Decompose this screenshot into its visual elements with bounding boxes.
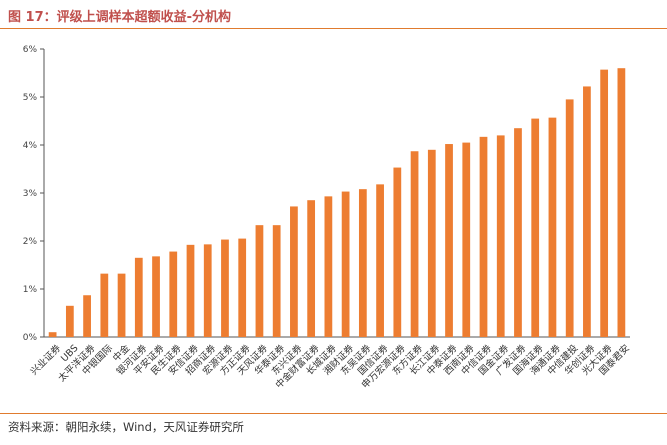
bar <box>617 68 626 337</box>
bar <box>100 273 109 337</box>
bar-chart: 0%1%2%3%4%5%6% 兴业证券UBS太平洋证券中银国际中金银河证券平安证… <box>23 45 632 391</box>
x-tick-label: 兴业证券 <box>28 342 64 378</box>
bar <box>83 295 91 337</box>
bar <box>410 151 419 337</box>
bar <box>565 99 574 338</box>
bar <box>324 196 333 337</box>
bar <box>393 167 402 337</box>
bar <box>548 117 557 337</box>
y-tick-label: 2% <box>23 237 38 247</box>
y-tick-label: 5% <box>23 93 38 103</box>
bar <box>341 191 350 337</box>
bar <box>531 118 540 337</box>
footer-rule <box>0 413 667 414</box>
source-note: 资料来源：朝阳永续，Wind，天风证券研究所 <box>8 420 244 434</box>
y-tick-label: 1% <box>23 285 38 295</box>
bar <box>290 206 298 337</box>
bar <box>583 86 591 337</box>
bar <box>427 149 436 337</box>
bar <box>376 184 384 337</box>
bar <box>48 332 57 337</box>
bar <box>255 225 264 337</box>
bar <box>186 244 195 337</box>
bar <box>65 305 74 337</box>
y-tick-label: 6% <box>23 45 38 55</box>
y-tick-label: 4% <box>23 141 38 151</box>
bar <box>221 239 229 337</box>
bar <box>169 251 178 337</box>
bar <box>462 142 471 337</box>
bar <box>600 69 609 337</box>
bar <box>272 225 281 337</box>
y-tick-label: 0% <box>23 333 38 343</box>
bar <box>496 135 505 337</box>
bar <box>358 189 367 337</box>
bar <box>203 244 212 337</box>
bar <box>117 273 126 337</box>
header-rule <box>0 28 667 29</box>
bar <box>514 128 522 337</box>
bar <box>152 256 160 337</box>
bar <box>238 238 247 337</box>
figure-title: 图 17：评级上调样本超额收益-分机构 <box>8 10 232 25</box>
bar <box>307 200 316 337</box>
bar <box>445 144 453 337</box>
bar <box>134 257 143 337</box>
y-tick-label: 3% <box>23 189 38 199</box>
bar <box>479 136 488 337</box>
